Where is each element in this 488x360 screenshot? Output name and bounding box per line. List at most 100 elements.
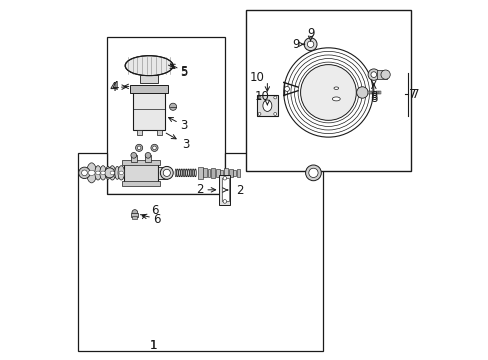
Bar: [228, 169, 232, 177]
Circle shape: [367, 69, 379, 80]
Bar: [107, 37, 224, 194]
Text: 8: 8: [369, 90, 377, 103]
Text: 4: 4: [111, 80, 119, 93]
Bar: [371, 91, 373, 94]
Bar: [377, 91, 378, 94]
Circle shape: [81, 170, 87, 176]
Circle shape: [370, 72, 376, 77]
Bar: [198, 167, 202, 179]
Text: 8: 8: [369, 92, 377, 105]
Text: 2: 2: [196, 183, 203, 196]
Circle shape: [223, 200, 226, 203]
Circle shape: [380, 70, 389, 79]
Bar: [203, 168, 206, 177]
Bar: [131, 213, 138, 217]
Text: 4: 4: [109, 81, 117, 94]
Text: 10: 10: [254, 90, 269, 103]
Circle shape: [163, 169, 170, 176]
Circle shape: [273, 96, 276, 99]
Bar: [211, 168, 215, 178]
Text: 6: 6: [150, 204, 158, 217]
Bar: [207, 169, 210, 177]
Text: 3: 3: [180, 119, 187, 132]
Circle shape: [169, 103, 176, 111]
Bar: [122, 181, 160, 186]
Ellipse shape: [105, 166, 110, 179]
Bar: [156, 130, 162, 135]
Text: 10: 10: [249, 71, 264, 84]
Text: 7: 7: [408, 88, 415, 101]
Ellipse shape: [96, 171, 100, 175]
Ellipse shape: [118, 166, 124, 180]
Bar: [377, 70, 386, 79]
Circle shape: [152, 146, 156, 150]
Bar: [110, 168, 123, 177]
Circle shape: [305, 165, 321, 181]
Text: 5: 5: [180, 66, 187, 78]
Circle shape: [304, 38, 316, 51]
Ellipse shape: [332, 97, 340, 101]
Text: 9: 9: [306, 27, 314, 40]
Ellipse shape: [333, 87, 338, 89]
Circle shape: [284, 86, 289, 91]
Bar: [221, 178, 229, 201]
Bar: [123, 162, 158, 183]
Ellipse shape: [109, 166, 115, 180]
Circle shape: [273, 112, 276, 115]
Ellipse shape: [95, 166, 101, 180]
Bar: [131, 156, 136, 162]
Bar: [133, 89, 165, 130]
Circle shape: [300, 64, 356, 120]
Ellipse shape: [86, 163, 97, 183]
Bar: [136, 130, 142, 135]
Circle shape: [104, 168, 114, 178]
Bar: [367, 91, 369, 94]
Text: 5: 5: [180, 64, 187, 77]
Circle shape: [137, 146, 141, 150]
Bar: [130, 85, 168, 93]
Bar: [145, 156, 151, 162]
Text: 9: 9: [292, 38, 300, 51]
Circle shape: [131, 153, 136, 158]
Ellipse shape: [88, 170, 95, 175]
Bar: [378, 91, 380, 94]
Circle shape: [356, 87, 367, 98]
Circle shape: [145, 153, 151, 158]
Ellipse shape: [110, 171, 114, 175]
Text: 7: 7: [411, 88, 418, 101]
Bar: [140, 75, 158, 83]
Ellipse shape: [263, 100, 271, 111]
Bar: [257, 95, 277, 116]
Ellipse shape: [115, 166, 120, 179]
Circle shape: [223, 176, 226, 180]
Ellipse shape: [100, 166, 106, 180]
Bar: [158, 167, 166, 179]
Text: 6: 6: [153, 213, 161, 226]
Circle shape: [160, 166, 173, 179]
Text: 3: 3: [182, 138, 189, 151]
Bar: [246, 10, 410, 171]
Polygon shape: [78, 153, 323, 351]
Bar: [132, 216, 137, 219]
Ellipse shape: [119, 171, 123, 175]
Bar: [122, 159, 160, 165]
Text: 1: 1: [149, 338, 157, 351]
Ellipse shape: [101, 171, 105, 175]
Circle shape: [307, 41, 313, 48]
Circle shape: [135, 144, 142, 152]
Ellipse shape: [125, 56, 173, 76]
Bar: [233, 170, 236, 176]
Circle shape: [258, 112, 261, 115]
Bar: [224, 168, 228, 178]
Bar: [373, 91, 374, 94]
Text: 1: 1: [149, 338, 157, 351]
Bar: [375, 91, 376, 94]
Circle shape: [151, 144, 158, 152]
Bar: [220, 170, 223, 176]
Circle shape: [132, 210, 138, 215]
Circle shape: [308, 168, 317, 177]
Circle shape: [303, 43, 305, 45]
Bar: [219, 175, 230, 205]
Circle shape: [79, 167, 90, 179]
Circle shape: [258, 96, 261, 99]
